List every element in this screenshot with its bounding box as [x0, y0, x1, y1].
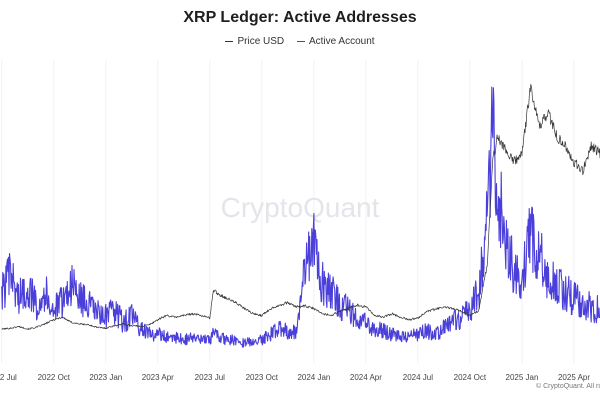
x-tick-label: 2022 Oct [38, 373, 71, 382]
x-tick-label: 2022 Jul [0, 373, 17, 382]
series-line-active-account [1, 86, 600, 348]
x-tick-label: 2024 Jan [297, 373, 330, 382]
source-credit: © CryptoQuant. All rights reserved. [536, 383, 600, 390]
x-axis: 2022 Jul 2022 Oct 2023 Jan 2023 Apr 2023 Jul… [0, 373, 590, 382]
x-tick-label: 2025 Apr [558, 373, 590, 382]
x-tick-label: 2023 Apr [142, 373, 174, 382]
series-line-price-usd [1, 84, 600, 331]
x-tick-label: 2023 Jul [195, 373, 225, 382]
series-layer [1, 84, 600, 348]
x-tick-label: 2023 Jan [89, 373, 122, 382]
legend-swatch-price-usd [225, 41, 234, 42]
legend-item-active-account[interactable]: Active Account [296, 36, 375, 47]
watermark-text: CryptoQuant [221, 192, 380, 223]
x-tick-label: 2023 Oct [246, 373, 279, 382]
x-tick-label: 2024 Apr [350, 373, 382, 382]
chart-title: XRP Ledger: Active Addresses [183, 9, 417, 26]
x-tick-label: 2024 Jul [403, 373, 433, 382]
legend-label-price-usd: Price USD [237, 36, 285, 47]
legend: Price USD Active Account [0, 34, 600, 47]
legend-swatch-active-account [296, 41, 305, 42]
legend-item-price-usd[interactable]: Price USD [225, 36, 284, 47]
legend-label-active-account: Active Account [308, 36, 375, 47]
x-tick-label: 2025 Jan [506, 373, 539, 382]
x-tick-label: 2024 Oct [454, 373, 487, 382]
